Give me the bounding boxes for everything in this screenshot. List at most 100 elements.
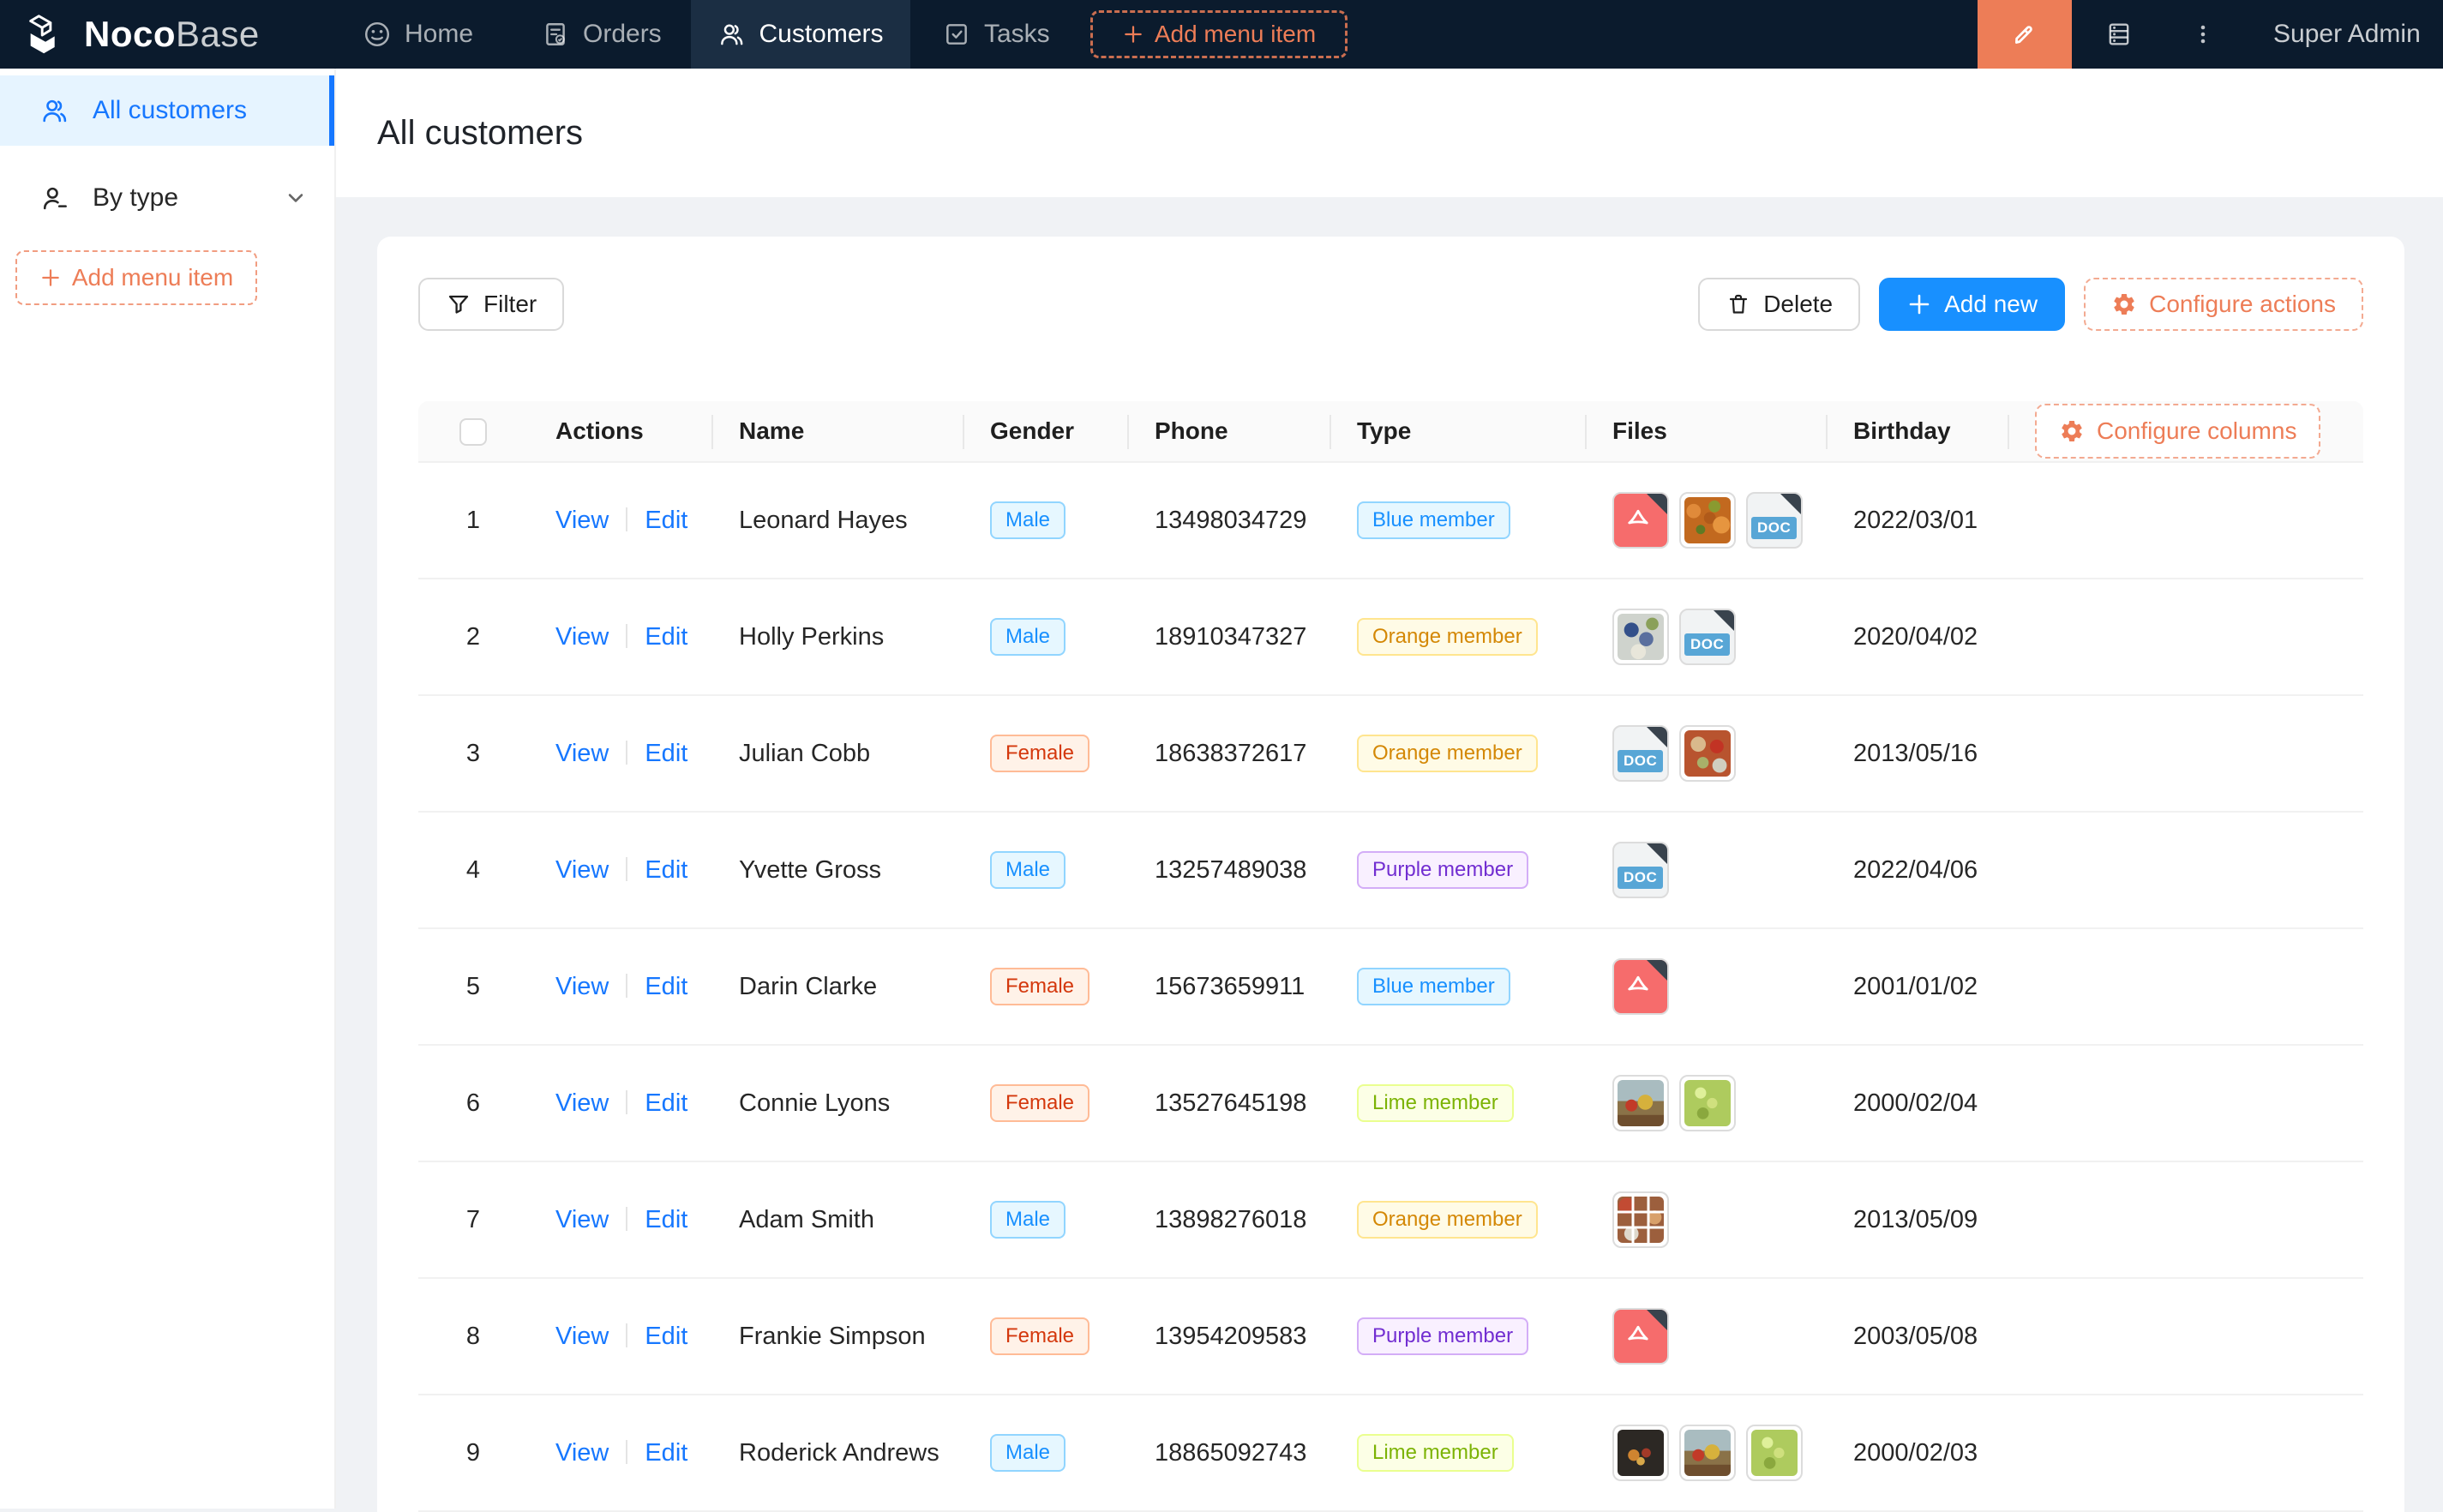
row-index: 7 — [465, 1205, 481, 1233]
files-cell: DOC — [1585, 463, 1826, 579]
photo-image — [1751, 1430, 1798, 1476]
photo-grapes-thumbnail[interactable] — [1746, 1425, 1803, 1481]
column-header-type[interactable]: Type — [1330, 401, 1585, 463]
row-actions-cell: View Edit — [528, 579, 711, 696]
photo-fruit-thumbnail[interactable] — [1679, 1425, 1736, 1481]
view-link[interactable]: View — [555, 739, 609, 767]
file-pdf-icon[interactable] — [1612, 1308, 1669, 1365]
row-actions-cell: View Edit — [528, 1279, 711, 1395]
gender-cell: Female — [963, 696, 1127, 813]
view-link[interactable]: View — [555, 855, 609, 884]
edit-link[interactable]: Edit — [645, 739, 688, 767]
column-header-gender[interactable]: Gender — [963, 401, 1127, 463]
tag-orange-member: Orange member — [1357, 618, 1538, 656]
column-header-actions[interactable]: Actions — [528, 401, 711, 463]
photo-grapes-thumbnail[interactable] — [1679, 1075, 1736, 1131]
ui-editor-button[interactable] — [1978, 0, 2072, 69]
birthday-cell: 2013/05/16 — [1826, 696, 2008, 813]
table-row: 3 View Edit Julian Cobb Female 18638372617 Ora… — [418, 696, 2363, 813]
edit-link[interactable]: Edit — [645, 1322, 688, 1350]
view-link[interactable]: View — [555, 1322, 609, 1350]
view-link[interactable]: View — [555, 622, 609, 651]
photo-fruit-thumbnail[interactable] — [1612, 1075, 1669, 1131]
select-all-checkbox[interactable] — [459, 417, 487, 446]
table-row: 4 View Edit Yvette Gross Male 13257489038 Purp… — [418, 813, 2363, 929]
empty-cell — [2008, 813, 2363, 929]
sidebar-item-by-type[interactable]: By type — [0, 163, 334, 233]
name-cell: Julian Cobb — [711, 696, 963, 813]
view-link[interactable]: View — [555, 1205, 609, 1233]
filter-button[interactable]: Filter — [418, 278, 565, 331]
column-header-files[interactable]: Files — [1585, 401, 1826, 463]
name-cell: Connie Lyons — [711, 1046, 963, 1162]
files-cell — [1585, 1395, 1826, 1512]
user-menu[interactable]: Super Admin — [2273, 0, 2421, 69]
link-separator — [626, 740, 628, 765]
sidebar-add-menu-item-button[interactable]: Add menu item — [15, 250, 257, 305]
tag-female: Female — [990, 1317, 1090, 1355]
link-separator — [626, 1323, 628, 1347]
link-separator — [626, 1206, 628, 1231]
edit-link[interactable]: Edit — [645, 622, 688, 651]
plus-icon — [42, 269, 59, 286]
type-cell: Lime member — [1330, 1395, 1585, 1512]
birthday-cell: 2000/02/03 — [1826, 1395, 2008, 1512]
view-link[interactable]: View — [555, 972, 609, 1000]
column-header-phone[interactable]: Phone — [1127, 401, 1330, 463]
page-title: All customers — [377, 113, 584, 152]
edit-link[interactable]: Edit — [645, 1205, 688, 1233]
file-doc-icon[interactable]: DOC — [1746, 492, 1803, 549]
photo-warm-thumbnail[interactable] — [1679, 492, 1736, 549]
navbar-add-menu-item-button[interactable]: Add menu item — [1090, 10, 1348, 58]
configure-columns-button[interactable]: Configure columns — [2035, 404, 2321, 459]
configure-actions-button[interactable]: Configure actions — [2084, 278, 2363, 331]
file-pdf-icon[interactable] — [1612, 958, 1669, 1015]
edit-link[interactable]: Edit — [645, 1089, 688, 1117]
table-row: 8 View Edit Frankie Simpson Female 1395420958… — [418, 1279, 2363, 1395]
view-link[interactable]: View — [555, 1089, 609, 1117]
tag-purple-member: Purple member — [1357, 851, 1529, 889]
nav-item-customers[interactable]: Customers — [691, 0, 910, 69]
nav-item-tasks[interactable]: Tasks — [943, 0, 1050, 69]
view-link[interactable]: View — [555, 506, 609, 534]
empty-cell — [2008, 1279, 2363, 1395]
delete-button[interactable]: Delete — [1698, 278, 1861, 331]
file-pdf-icon[interactable] — [1612, 492, 1669, 549]
files-cell: DOC — [1585, 813, 1826, 929]
tag-orange-member: Orange member — [1357, 735, 1538, 772]
phone-cell: 13257489038 — [1127, 813, 1330, 929]
file-doc-icon[interactable]: DOC — [1612, 842, 1669, 898]
nav-item-home[interactable]: Home — [363, 0, 473, 69]
sidebar-item-all-customers[interactable]: All customers — [0, 75, 334, 146]
tag-orange-member: Orange member — [1357, 1201, 1538, 1239]
photo-collage-thumbnail[interactable] — [1612, 1191, 1669, 1248]
view-link[interactable]: View — [555, 1438, 609, 1467]
edit-link[interactable]: Edit — [645, 855, 688, 884]
tag-purple-member: Purple member — [1357, 1317, 1529, 1355]
tag-female: Female — [990, 1084, 1090, 1122]
empty-cell — [2008, 1046, 2363, 1162]
birthday-cell: 2000/02/04 — [1826, 1046, 2008, 1162]
link-separator — [626, 1439, 628, 1464]
more-options-button[interactable] — [2172, 0, 2234, 69]
collections-button[interactable] — [2081, 0, 2157, 69]
nav-item-orders[interactable]: Orders — [542, 0, 662, 69]
edit-link[interactable]: Edit — [645, 1438, 688, 1467]
add-new-button[interactable]: Add new — [1879, 278, 2066, 331]
edit-link[interactable]: Edit — [645, 972, 688, 1000]
column-header-birthday[interactable]: Birthday — [1826, 401, 2008, 463]
photo-dark-fruit-thumbnail[interactable] — [1612, 1425, 1669, 1481]
brand-logo[interactable]: NocoBase — [22, 0, 260, 69]
gender-cell: Male — [963, 1162, 1127, 1279]
content-area: Filter Delete A — [336, 197, 2443, 1512]
column-header-name[interactable]: Name — [711, 401, 963, 463]
file-doc-icon[interactable]: DOC — [1612, 725, 1669, 782]
gender-cell: Female — [963, 1279, 1127, 1395]
tag-female: Female — [990, 968, 1090, 1005]
edit-link[interactable]: Edit — [645, 506, 688, 534]
birthday-cell: 2022/03/01 — [1826, 463, 2008, 579]
photo-tomato-thumbnail[interactable] — [1679, 725, 1736, 782]
type-cell: Orange member — [1330, 696, 1585, 813]
file-doc-icon[interactable]: DOC — [1679, 609, 1736, 665]
photo-people-thumbnail[interactable] — [1612, 609, 1669, 665]
